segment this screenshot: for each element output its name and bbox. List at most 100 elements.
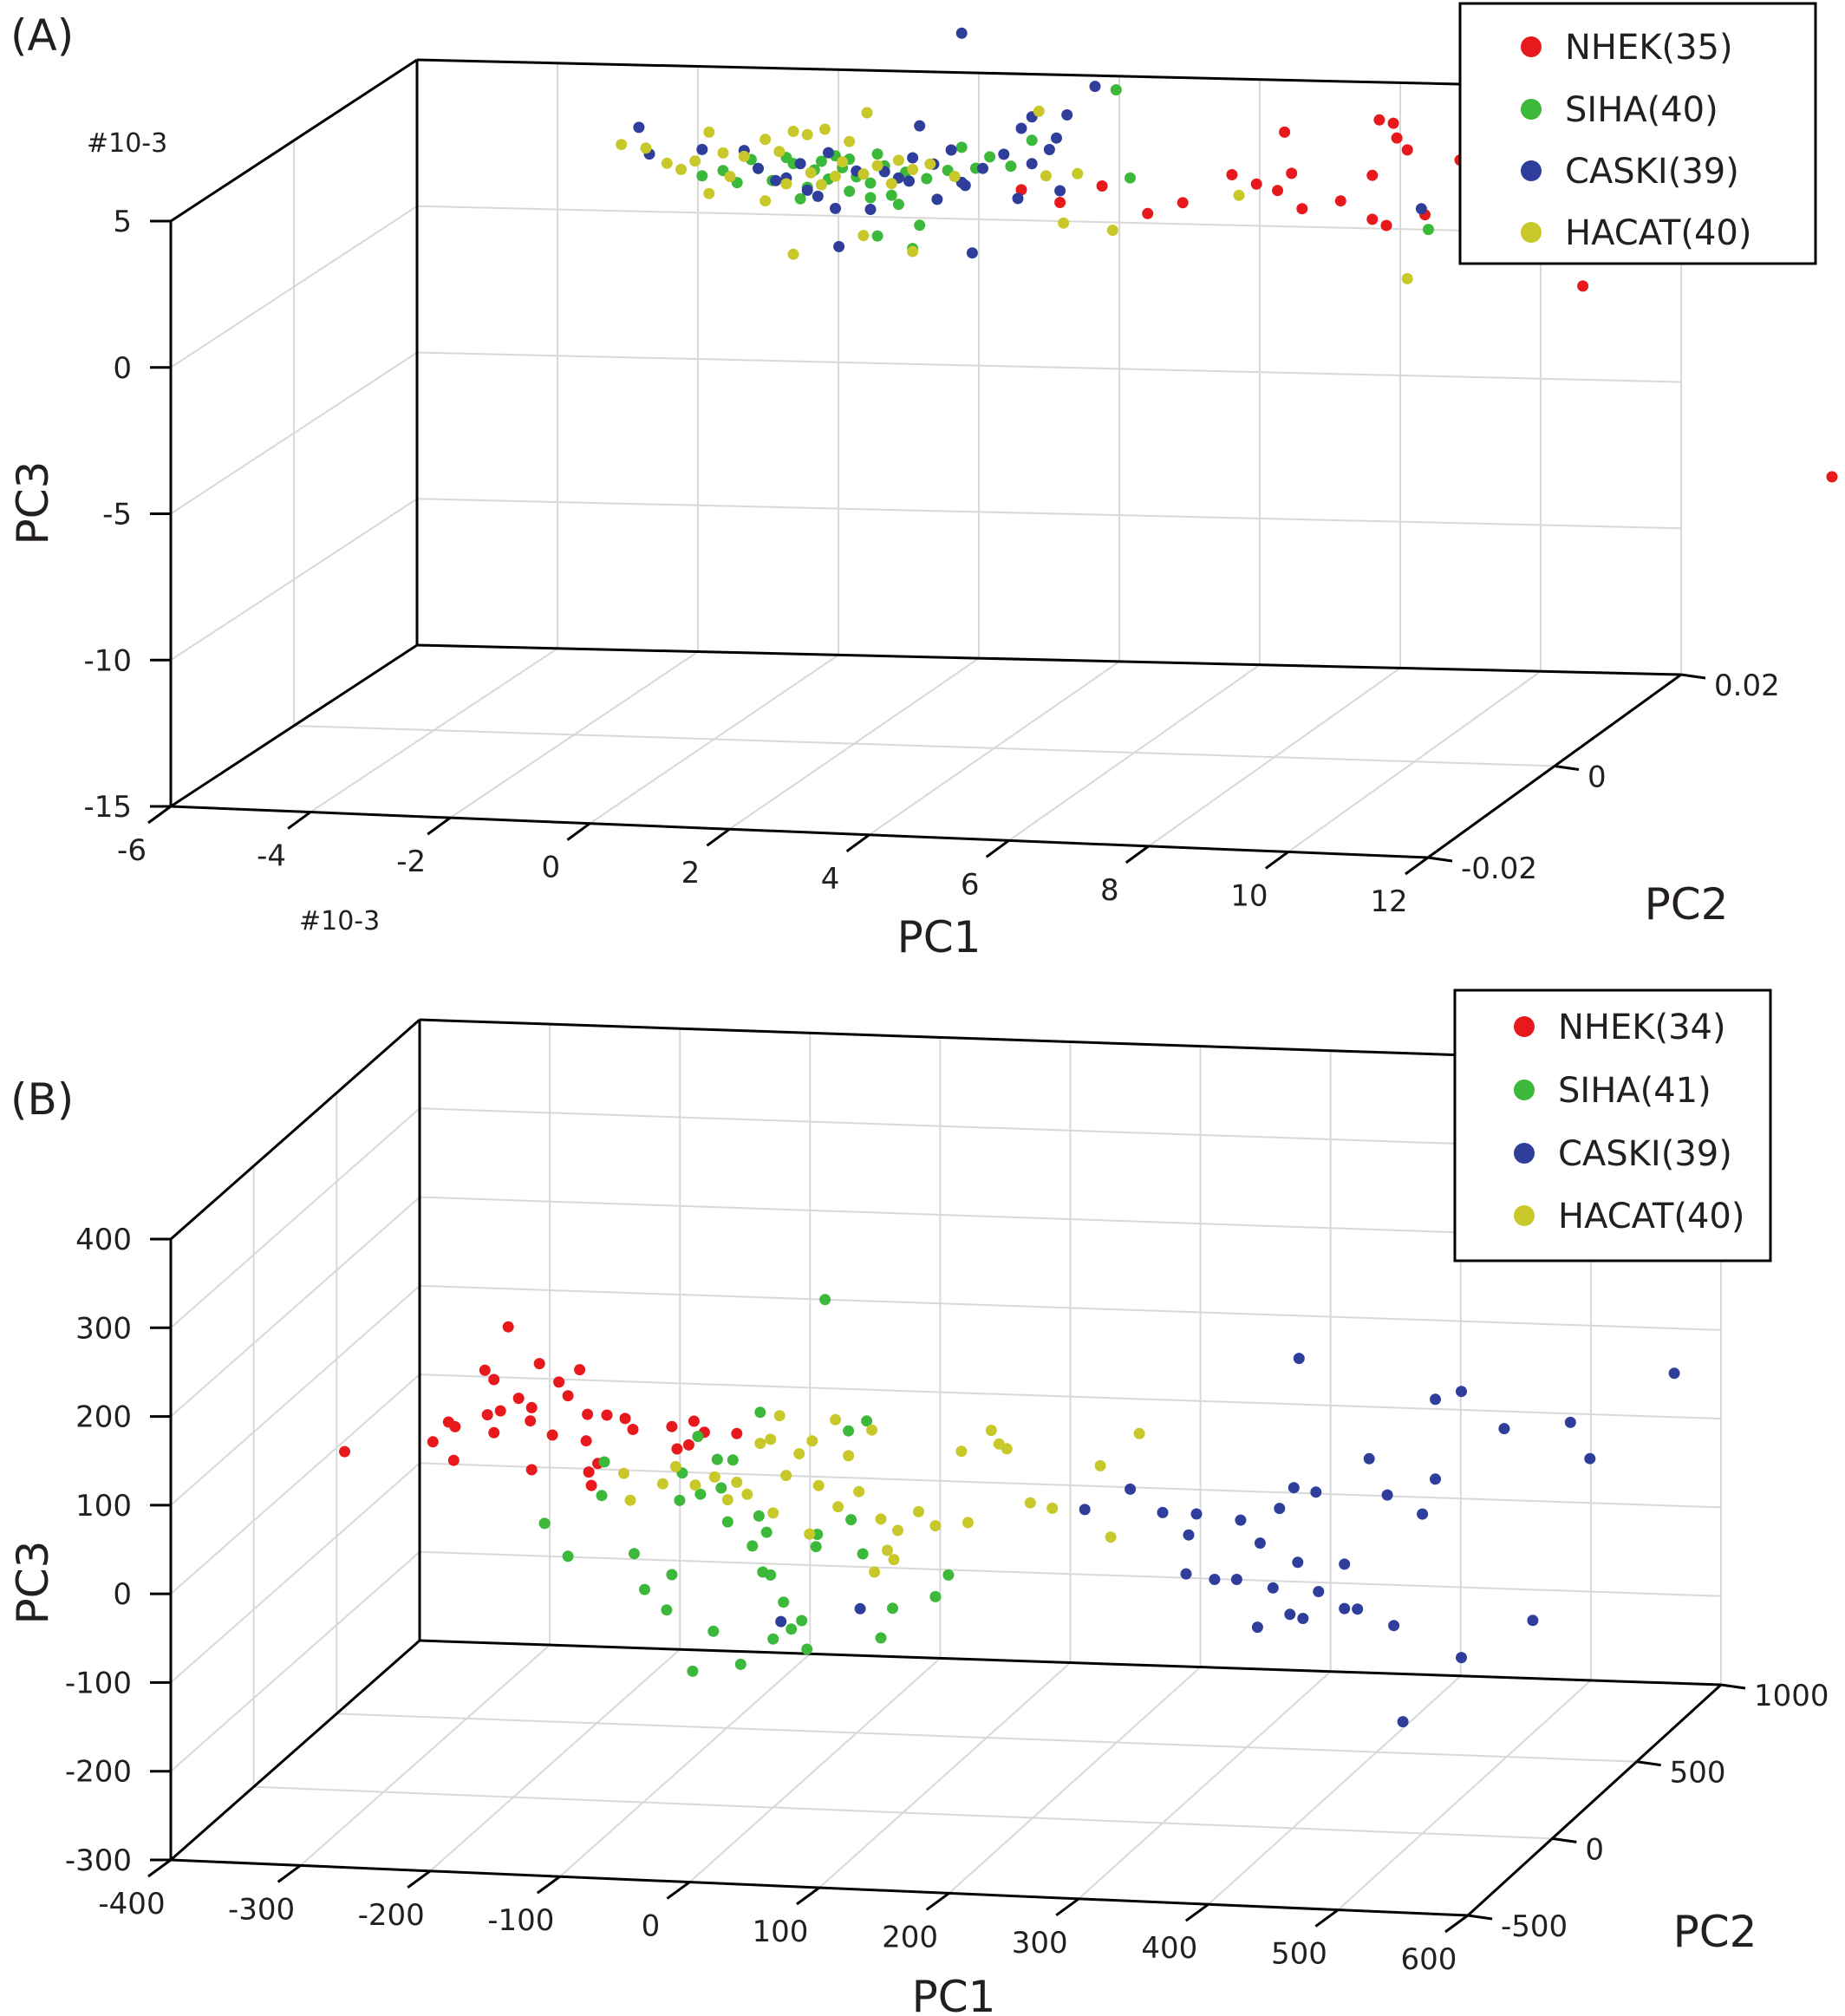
- data-point-hacat-40: [640, 142, 652, 154]
- data-point-hacat-40: [624, 1494, 636, 1506]
- data-point-caski-39: [1352, 1603, 1364, 1615]
- data-point-hacat-40: [765, 1433, 777, 1445]
- data-point-hacat-40: [1040, 170, 1052, 182]
- x-tick-label: -6: [117, 833, 147, 868]
- data-point-siha-41: [875, 1632, 887, 1644]
- data-point-hacat-40: [760, 134, 772, 146]
- data-point-hacat-40: [907, 164, 919, 175]
- data-point-caski-39: [823, 147, 834, 159]
- back-wall-grid-line: [419, 1373, 1722, 1420]
- data-point-hacat-40: [767, 1507, 779, 1519]
- legend-marker: [1521, 222, 1542, 243]
- data-point-caski-39: [1498, 1423, 1510, 1435]
- data-point-hacat-40: [830, 170, 841, 182]
- legend-marker: [1521, 99, 1542, 120]
- side-wall-grid-line: [170, 1462, 421, 1684]
- data-point-hacat-40: [689, 1479, 701, 1491]
- data-point-nhek-35: [1334, 195, 1346, 207]
- side-wall-grid-line: [170, 205, 418, 369]
- data-point-siha-40: [864, 177, 877, 189]
- data-point-nhek-34: [427, 1436, 439, 1448]
- data-point-caski-39: [903, 175, 915, 187]
- data-point-siha-40: [844, 186, 856, 198]
- data-point-hacat-40: [929, 1520, 942, 1532]
- x-tick-mark: [1265, 851, 1289, 870]
- side-wall-grid-line: [170, 351, 418, 515]
- data-point-hacat-40: [793, 1448, 805, 1460]
- data-point-siha-41: [674, 1494, 686, 1506]
- data-point-caski-39: [1284, 1608, 1296, 1621]
- data-point-hacat-40: [656, 1478, 668, 1490]
- data-point-nhek-34: [525, 1415, 537, 1427]
- data-point-hacat-40: [1046, 1502, 1059, 1514]
- data-point-siha-41: [857, 1548, 869, 1560]
- data-point-hacat-40: [1106, 225, 1118, 236]
- data-point-nhek-35: [1373, 114, 1385, 126]
- data-point-hacat-40: [892, 1524, 903, 1536]
- data-point-hacat-40: [866, 1424, 878, 1436]
- data-point-nhek-34: [627, 1424, 639, 1435]
- data-point-siha-40: [1110, 84, 1122, 96]
- data-point-hacat-40: [1133, 1427, 1145, 1439]
- data-point-nhek-34: [688, 1415, 700, 1427]
- side-wall-grid-line: [170, 1373, 421, 1595]
- data-point-caski-39: [1456, 1652, 1467, 1664]
- data-point-hacat-40: [801, 128, 813, 140]
- x-tick-label: 2: [681, 856, 701, 891]
- data-point-hacat-40: [773, 1410, 786, 1422]
- data-point-siha-41: [562, 1550, 574, 1563]
- data-point-siha-41: [786, 1623, 798, 1635]
- data-point-nhek-35: [1142, 207, 1154, 219]
- data-point-caski-39: [959, 179, 971, 192]
- data-point-caski-39: [998, 148, 1010, 160]
- data-point-nhek-34: [574, 1364, 586, 1376]
- z-tick-label: 0: [113, 351, 132, 386]
- z-axis-title: PC3: [8, 1541, 58, 1625]
- data-point-hacat-40: [875, 1513, 887, 1525]
- data-point-caski-39: [633, 121, 645, 134]
- data-point-caski-39: [1363, 1452, 1375, 1465]
- data-point-hacat-40: [703, 187, 715, 199]
- data-point-siha-41: [734, 1658, 746, 1670]
- data-point-nhek-35: [1366, 213, 1379, 225]
- data-point-hacat-40: [885, 178, 897, 190]
- x-tick-mark: [1314, 1908, 1340, 1928]
- data-point-hacat-40: [913, 1505, 924, 1517]
- data-point-caski-39: [966, 247, 978, 259]
- data-point-hacat-40: [805, 166, 817, 179]
- data-point-hacat-40: [812, 1479, 825, 1491]
- data-point-caski-39: [1456, 1386, 1467, 1398]
- data-point-siha-41: [707, 1625, 720, 1637]
- data-point-caski-39: [1388, 1620, 1400, 1632]
- x-tick-label: -400: [98, 1887, 165, 1921]
- data-point-caski-39: [1339, 1602, 1351, 1615]
- data-point-hacat-40: [675, 163, 687, 175]
- data-point-nhek-35: [1015, 184, 1027, 196]
- data-point-caski-39: [1183, 1529, 1195, 1541]
- data-point-nhek-34: [682, 1439, 694, 1451]
- legend-label: NHEK(34): [1558, 1008, 1726, 1047]
- data-point-siha-41: [596, 1490, 608, 1502]
- x-axis-line: [170, 805, 1429, 859]
- data-point-siha-41: [765, 1569, 777, 1581]
- x-tick-label: 400: [1141, 1931, 1197, 1966]
- data-point-caski-39: [801, 184, 813, 196]
- data-point-caski-39: [812, 190, 824, 202]
- data-point-caski-39: [830, 202, 841, 214]
- data-point-hacat-40: [888, 1554, 900, 1566]
- data-point-siha-41: [639, 1583, 650, 1595]
- data-point-nhek-35: [1826, 471, 1838, 483]
- data-point-hacat-40: [754, 1438, 766, 1450]
- x-tick-mark: [845, 833, 870, 852]
- box-edge: [419, 1639, 1722, 1687]
- data-point-siha-41: [760, 1526, 773, 1538]
- data-point-caski-39: [1251, 1621, 1263, 1634]
- y-tick-label: -0.02: [1461, 851, 1537, 886]
- data-point-caski-39: [1190, 1508, 1203, 1520]
- y-tick-mark: [1427, 856, 1453, 863]
- x-tick-label: 300: [1012, 1926, 1068, 1961]
- x-tick-mark: [985, 839, 1010, 858]
- data-point-caski-39: [1417, 1508, 1429, 1520]
- data-point-siha-40: [984, 151, 996, 163]
- data-point-hacat-40: [708, 1471, 720, 1483]
